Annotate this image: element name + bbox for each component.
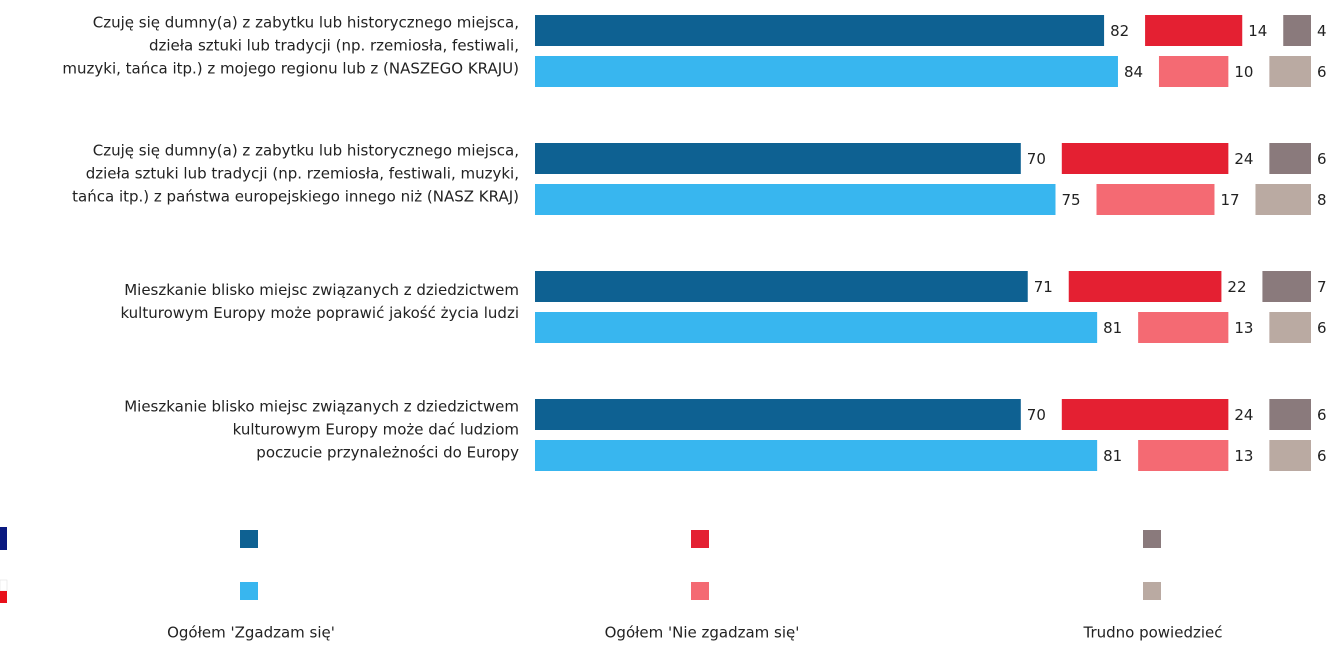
value-label: 75 [1062,191,1081,209]
category-label: kulturowym Europy może dać ludziom [233,421,519,439]
legend-swatch [691,530,709,548]
bar [535,143,1021,174]
value-label: 6 [1317,63,1327,81]
legend-swatch [1143,530,1161,548]
bar [1145,15,1243,46]
bar [535,399,1021,430]
bar [535,312,1098,343]
legend-label: Ogółem 'Zgadzam się' [167,624,335,642]
value-label: 8 [1317,191,1327,209]
bar [1269,143,1311,174]
bar [535,440,1098,471]
bar [1269,312,1311,343]
pl-flag-top [0,579,8,592]
value-label: 13 [1234,447,1253,465]
value-label: 81 [1103,447,1122,465]
bar [1269,399,1311,430]
legend-swatch [691,582,709,600]
bar [1138,440,1229,471]
category-label: dzieła sztuki lub tradycji (np. rzemiosł… [86,165,519,183]
legend-label: Trudno powiedzieć [1082,624,1222,642]
legend-swatch [240,530,258,548]
category-label: tańca itp.) z państwa europejskiego inne… [72,188,519,206]
value-label: 14 [1248,22,1267,40]
bar [1068,271,1222,302]
value-label: 24 [1234,406,1253,424]
legend-label: Ogółem 'Nie zgadzam się' [605,624,800,642]
bar [535,15,1105,46]
bar [1158,56,1229,87]
bar [1061,143,1229,174]
bar [1138,312,1229,343]
value-label: 82 [1110,22,1129,40]
category-label: Czuję się dumny(a) z zabytku lub history… [93,142,519,160]
category-label: Mieszkanie blisko miejsc związanych z dz… [124,281,519,299]
value-label: 22 [1227,278,1246,296]
value-label: 24 [1234,150,1253,168]
category-label: Mieszkanie blisko miejsc związanych z dz… [124,398,519,416]
value-label: 6 [1317,406,1327,424]
value-label: 6 [1317,447,1327,465]
legend-swatch [1143,582,1161,600]
pl-flag-bottom [0,591,7,603]
value-label: 84 [1124,63,1143,81]
value-label: 4 [1317,22,1327,40]
category-label: Czuję się dumny(a) z zabytku lub history… [93,14,519,32]
bar [535,271,1028,302]
value-label: 6 [1317,150,1327,168]
value-label: 17 [1220,191,1239,209]
value-label: 81 [1103,319,1122,337]
bar [1269,440,1311,471]
category-label: muzyki, tańca itp.) z mojego regionu lub… [62,60,519,78]
legend-swatch [240,582,258,600]
bar [1262,271,1311,302]
bar [1096,184,1215,215]
eu-flag [0,527,7,550]
bar [535,56,1118,87]
value-label: 13 [1234,319,1253,337]
value-label: 70 [1027,150,1046,168]
bar [1283,15,1311,46]
category-label: kulturowym Europy może poprawić jakość ż… [120,304,519,322]
bar [1269,56,1311,87]
bar [1255,184,1311,215]
value-label: 7 [1317,278,1327,296]
bar [1061,399,1229,430]
value-label: 70 [1027,406,1046,424]
category-label: poczucie przynależności do Europy [256,444,519,462]
value-label: 71 [1034,278,1053,296]
bar [535,184,1056,215]
value-label: 6 [1317,319,1327,337]
value-label: 10 [1234,63,1253,81]
category-label: dzieła sztuki lub tradycji (np. rzemiosł… [149,37,519,55]
